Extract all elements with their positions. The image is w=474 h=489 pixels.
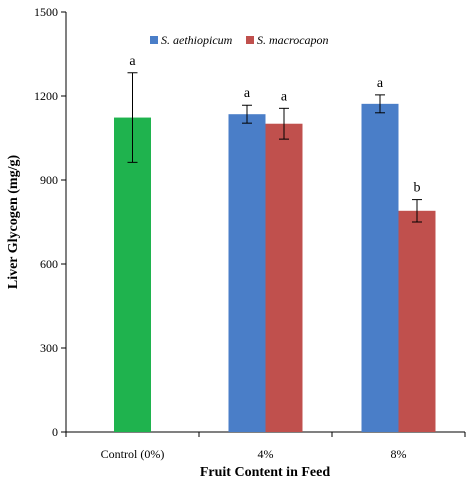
- error-bars: [127, 72, 422, 223]
- bar: [114, 117, 151, 432]
- legend-swatch-s-macrocapon: [246, 36, 254, 44]
- significance-labels: a a a a b: [129, 54, 420, 196]
- legend-label-s-aethiopicum: S. aethiopicum: [161, 33, 233, 47]
- y-tick-label: 1200: [34, 89, 58, 103]
- y-tick-label: 600: [40, 257, 58, 271]
- significance-label: b: [414, 181, 421, 196]
- y-tick-label: 0: [52, 425, 58, 439]
- legend-swatch-s-aethiopicum: [150, 36, 158, 44]
- y-axis-title: Liver Glycogen (mg/g): [6, 155, 21, 290]
- y-tick-label: 900: [40, 173, 58, 187]
- legend-label-s-macrocapon: S. macrocapon: [257, 33, 329, 47]
- x-tick-label: 4%: [258, 447, 274, 461]
- x-axis: Control (0%) 4% 8%: [65, 431, 466, 461]
- significance-label: a: [281, 89, 288, 104]
- bar: [398, 210, 436, 432]
- significance-label: a: [129, 54, 136, 69]
- bar: [228, 114, 266, 432]
- significance-label: a: [244, 86, 251, 101]
- bar: [361, 103, 399, 432]
- bar: [265, 123, 303, 432]
- y-axis: 0 300 600 900 1200 1500: [34, 5, 67, 439]
- legend: S. aethiopicum S. macrocapon: [150, 33, 329, 47]
- bars: [114, 103, 436, 432]
- y-tick-label: 300: [40, 341, 58, 355]
- significance-label: a: [377, 76, 384, 91]
- x-axis-title: Fruit Content in Feed: [200, 465, 330, 480]
- x-tick-label: Control (0%): [101, 447, 165, 461]
- x-tick-label: 8%: [391, 447, 407, 461]
- y-tick-label: 1500: [34, 5, 58, 19]
